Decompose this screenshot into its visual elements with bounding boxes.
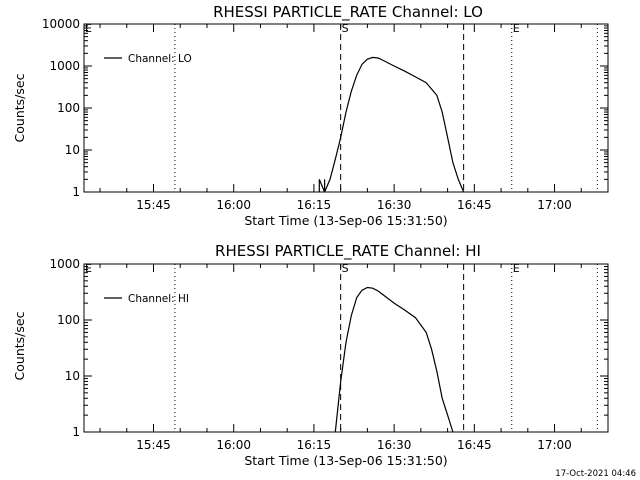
y-tick-label: 1000: [49, 257, 80, 271]
plot-area-hi: 1 10 100 1000 15:45 16:00 16:15 16:30 16:45 17:00…: [49, 257, 609, 452]
x-tick-label: 17:00: [537, 198, 572, 212]
event-marker-label: E: [513, 262, 520, 275]
plot-area-lo: 1 10 100 1000 10000 15:45 16:00 16:15 16:30 16:45…: [42, 17, 609, 212]
y-tick-label: 1: [72, 425, 80, 439]
y-tick-label: 10: [65, 369, 80, 383]
y-axis-label-lo: Counts/sec: [12, 73, 27, 142]
x-tick-label: 16:30: [377, 198, 412, 212]
chart-panel-lo: RHESSI PARTICLE_RATE Channel: LO Counts/…: [12, 3, 609, 228]
y-axis-label-hi: Counts/sec: [12, 311, 27, 380]
x-tick-label: 16:15: [297, 198, 332, 212]
x-tick-label: 16:45: [457, 438, 492, 452]
legend-label-lo: Channel: LO: [128, 53, 192, 65]
x-tick-label: 16:30: [377, 438, 412, 452]
x-tick-label: 15:45: [136, 198, 171, 212]
timestamp-label: 17-Oct-2021 04:46: [555, 469, 636, 479]
plot-frame: [83, 263, 609, 433]
y-tick-label: 1: [72, 185, 80, 199]
y-tick-label: 1000: [49, 59, 80, 73]
y-tick-label: 100: [57, 101, 80, 115]
x-axis-label-hi: Start Time (13-Sep-06 15:31:50): [244, 453, 447, 468]
x-tick-label: 16:45: [457, 198, 492, 212]
event-marker-label: S: [342, 262, 349, 275]
x-axis-label-lo: Start Time (13-Sep-06 15:31:50): [244, 213, 447, 228]
plot-frame: [83, 23, 609, 193]
x-tick-label: 16:00: [216, 438, 251, 452]
event-marker-label: S: [342, 22, 349, 35]
x-tick-label: 15:45: [136, 438, 171, 452]
x-tick-label: 16:15: [297, 438, 332, 452]
y-tick-label: 100: [57, 313, 80, 327]
event-marker-label: E: [513, 22, 520, 35]
series-line: [318, 56, 465, 193]
x-tick-label: 16:00: [216, 198, 251, 212]
legend-label-hi: Channel: HI: [128, 293, 189, 305]
chart-panel-hi: RHESSI PARTICLE_RATE Channel: HI Counts/…: [12, 242, 609, 468]
y-tick-label: 10: [65, 143, 80, 157]
event-marker-label: E: [85, 262, 92, 275]
chart-title-hi: RHESSI PARTICLE_RATE Channel: HI: [215, 242, 481, 261]
x-tick-label: 17:00: [537, 438, 572, 452]
y-tick-label: 10000: [42, 17, 80, 31]
chart-title-lo: RHESSI PARTICLE_RATE Channel: LO: [213, 3, 483, 22]
series-line: [334, 286, 454, 433]
event-marker-label: E: [85, 22, 92, 35]
